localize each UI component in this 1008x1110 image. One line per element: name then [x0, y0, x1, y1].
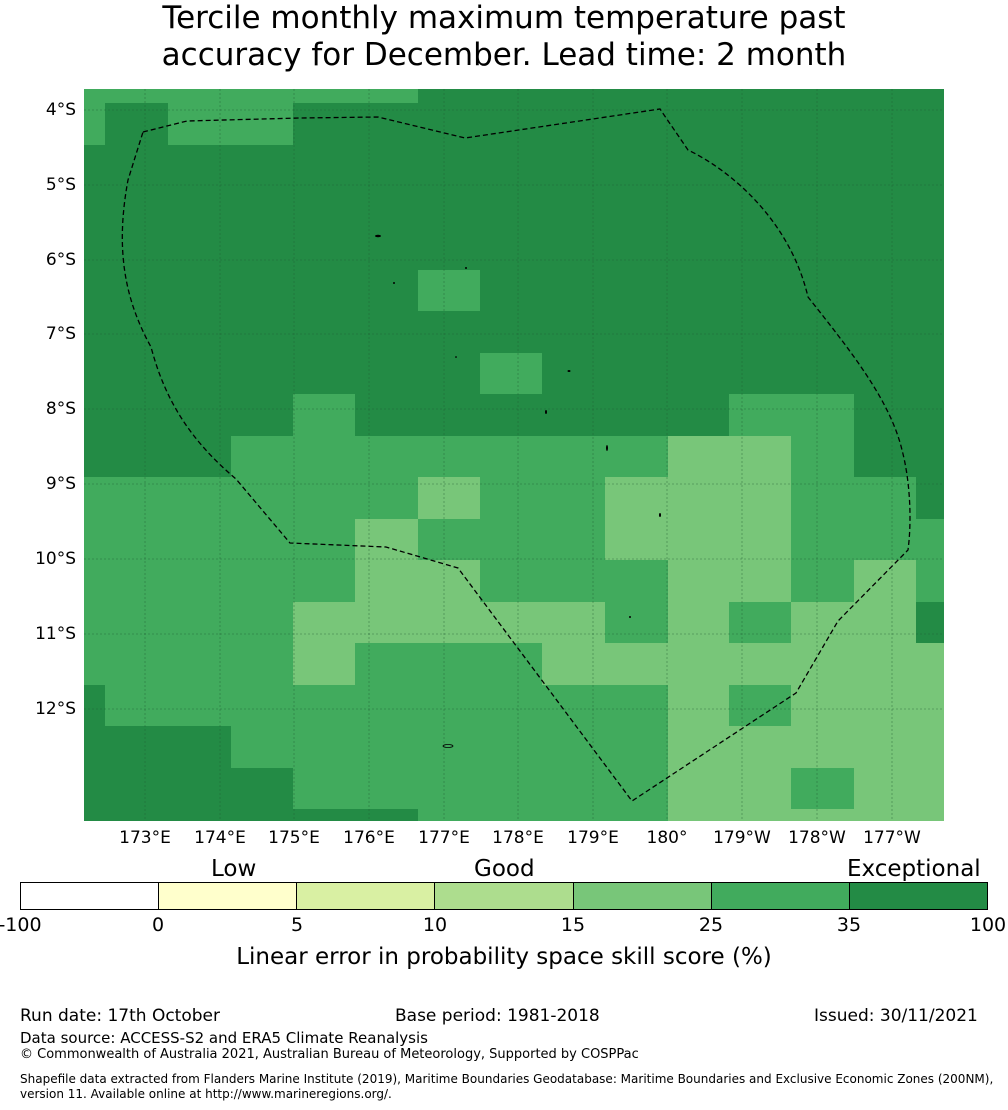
- grid-cell: [231, 768, 293, 821]
- grid-cell: [355, 560, 480, 602]
- title-line-2: accuracy for December. Lead time: 2 mont…: [161, 37, 847, 73]
- lon-label: 175°E: [268, 828, 320, 848]
- category-low: Low: [211, 856, 257, 882]
- grid-cell: [668, 768, 791, 809]
- grid-cell: [418, 477, 480, 519]
- grid-cell: [916, 519, 944, 602]
- grid-cell: [668, 643, 944, 685]
- grid-cell: [916, 602, 944, 643]
- lat-label: 6°S: [45, 250, 76, 270]
- category-good: Good: [474, 856, 535, 882]
- lon-label: 174°E: [194, 828, 246, 848]
- colorbar-segment: [435, 883, 574, 909]
- colorbar-segment: [159, 883, 298, 909]
- grid-cell: [418, 270, 480, 311]
- grid-cell: [668, 602, 729, 643]
- graticule: [84, 89, 944, 821]
- grid-cell: [605, 477, 791, 519]
- colorbar-segment: [849, 883, 987, 909]
- shapefile-credit-1: Shapefile data extracted from Flanders M…: [20, 1072, 994, 1086]
- lon-label: 178°W: [788, 828, 846, 848]
- grid-cell: [293, 643, 355, 685]
- colorbar-segment: [21, 883, 160, 909]
- lon-label: 180°: [646, 828, 688, 848]
- lat-label: 9°S: [45, 474, 76, 494]
- lon-label: 173°E: [119, 828, 171, 848]
- grid-cell: [605, 519, 791, 560]
- islands: [375, 234, 661, 748]
- eez-boundary: [121, 108, 911, 802]
- grid-cell: [293, 809, 418, 821]
- grid-cell: [668, 809, 944, 821]
- grid-cell: [293, 602, 605, 643]
- colorbar-tick: 100: [969, 914, 1007, 936]
- data-source: Data source: ACCESS-S2 and ERA5 Climate …: [20, 1029, 428, 1047]
- grid-cell: [105, 685, 231, 726]
- grid-cell: [105, 726, 231, 821]
- grid-cell: [480, 353, 542, 394]
- shapefile-credit-2: version 11. Available online at http://w…: [20, 1087, 392, 1101]
- colorbar-tick: 25: [698, 914, 724, 936]
- grid-cell: [668, 436, 791, 477]
- lon-label: 179°E: [567, 828, 619, 848]
- grid-cell: [84, 89, 105, 145]
- lat-label: 11°S: [35, 624, 76, 644]
- colorbar-segment: [297, 883, 436, 909]
- grid-cell: [293, 394, 355, 436]
- lat-label: 4°S: [45, 100, 76, 120]
- lon-label: 178°E: [492, 828, 544, 848]
- title-line-1: Tercile monthly maximum temperature past: [162, 0, 846, 36]
- colorbar-tick: 5: [290, 914, 304, 936]
- lat-label: 7°S: [45, 324, 76, 344]
- map-title: Tercile monthly maximum temperature past…: [0, 0, 1008, 74]
- skill-score-map: [84, 89, 944, 821]
- copyright: © Commonwealth of Australia 2021, Austra…: [20, 1047, 639, 1062]
- grid-cell: [668, 560, 791, 602]
- base-period: Base period: 1981-2018: [395, 1006, 600, 1026]
- grid-cell: [729, 394, 854, 436]
- colorbar-tick: 35: [836, 914, 862, 936]
- grid-cell: [791, 685, 944, 726]
- colorbar-segment: [711, 883, 850, 909]
- grid-cell: [293, 768, 944, 809]
- colorbar-tick: -100: [0, 914, 42, 936]
- grid-cell: [668, 726, 944, 768]
- lon-label: 177°W: [863, 828, 921, 848]
- colorbar-title: Linear error in probability space skill …: [236, 944, 772, 970]
- grid-cell: [854, 477, 916, 519]
- colorbar-tick: 15: [560, 914, 586, 936]
- grid-cell: [791, 436, 854, 477]
- issued-date: Issued: 30/11/2021: [814, 1006, 978, 1026]
- lon-label: 179°W: [713, 828, 771, 848]
- grid-cell: [105, 89, 418, 103]
- grid-cell: [854, 768, 944, 809]
- colorbar-segment: [573, 883, 712, 909]
- lat-label: 12°S: [35, 699, 76, 719]
- lon-label: 177°E: [418, 828, 470, 848]
- grid-cell: [668, 685, 729, 726]
- grid-cell: [84, 685, 105, 821]
- lat-label: 8°S: [45, 399, 76, 419]
- colorbar-tick: 10: [422, 914, 448, 936]
- category-exceptional: Exceptional: [847, 856, 981, 882]
- colorbar-tick: 0: [151, 914, 165, 936]
- lat-label: 10°S: [35, 549, 76, 569]
- grid-cell: [542, 643, 668, 685]
- colorbar: [20, 882, 988, 910]
- run-date: Run date: 17th October: [20, 1006, 220, 1026]
- lat-label: 5°S: [45, 175, 76, 195]
- lon-label: 176°E: [343, 828, 395, 848]
- grid-cell: [791, 602, 916, 643]
- grid-cell: [168, 103, 293, 145]
- grid-cell: [231, 436, 668, 477]
